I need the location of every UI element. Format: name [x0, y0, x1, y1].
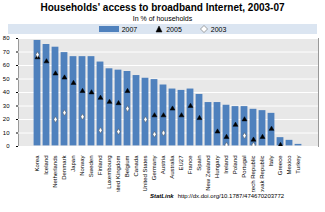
svg-text:60: 60	[3, 62, 10, 68]
svg-text:Iceland: Iceland	[43, 156, 49, 175]
svg-text:Netherlands: Netherlands	[52, 156, 58, 188]
svg-text:Canada: Canada	[133, 155, 139, 177]
svg-text:New Zealand: New Zealand	[205, 156, 211, 191]
svg-text:Luxembourg: Luxembourg	[106, 156, 112, 189]
html-text:http://dx.doi.org/10.1787/4746: http://dx.doi.org/10.1787/474670203772	[177, 193, 285, 199]
svg-text:Turkey: Turkey	[295, 156, 301, 174]
svg-text:Poland: Poland	[232, 156, 238, 175]
html-text:2007: 2007	[121, 25, 138, 33]
svg-text:50: 50	[3, 76, 10, 82]
svg-text:Japan: Japan	[70, 156, 76, 172]
svg-text:United States: United States	[142, 156, 148, 192]
svg-text:Belgium: Belgium	[124, 156, 130, 178]
svg-text:Sweden: Sweden	[88, 156, 94, 178]
svg-text:Korea: Korea	[34, 155, 40, 172]
svg-text:Italy: Italy	[268, 156, 274, 167]
svg-text:Czech Republic: Czech Republic	[250, 156, 256, 193]
svg-text:EU27: EU27	[178, 155, 184, 171]
svg-text:20: 20	[3, 116, 10, 122]
svg-text:United Kingdom: United Kingdom	[115, 156, 121, 193]
html-text:In % of households: In % of households	[132, 15, 193, 22]
svg-text:France: France	[187, 155, 193, 174]
svg-text:Mexico: Mexico	[286, 155, 292, 175]
svg-text:80: 80	[3, 35, 10, 41]
svg-text:70: 70	[3, 49, 10, 55]
html-text:Households' access to broadban: Households' access to broadband Internet…	[40, 2, 285, 13]
svg-text:0: 0	[6, 143, 10, 149]
svg-text:10: 10	[3, 130, 10, 136]
svg-text:Slovak Republic: Slovak Republic	[259, 156, 265, 193]
svg-text:30: 30	[3, 103, 10, 109]
svg-text:Australia: Australia	[169, 155, 175, 179]
svg-text:Austria: Austria	[160, 155, 166, 174]
svg-text:Greece: Greece	[277, 155, 283, 175]
svg-text:Ireland: Ireland	[223, 156, 229, 174]
svg-text:Portugal: Portugal	[241, 156, 247, 178]
svg-text:40: 40	[3, 89, 10, 95]
html-text:2005: 2005	[166, 25, 182, 33]
html-text:2003: 2003	[210, 25, 227, 33]
svg-text:Norway: Norway	[79, 156, 85, 176]
svg-text:Denmark: Denmark	[61, 155, 67, 180]
svg-text:Finland: Finland	[97, 156, 103, 176]
svg-text:Spain: Spain	[196, 156, 202, 171]
svg-text:Hungary: Hungary	[214, 156, 220, 179]
svg-text:Germany: Germany	[151, 156, 157, 181]
html-text:StatLink: StatLink	[150, 193, 174, 199]
